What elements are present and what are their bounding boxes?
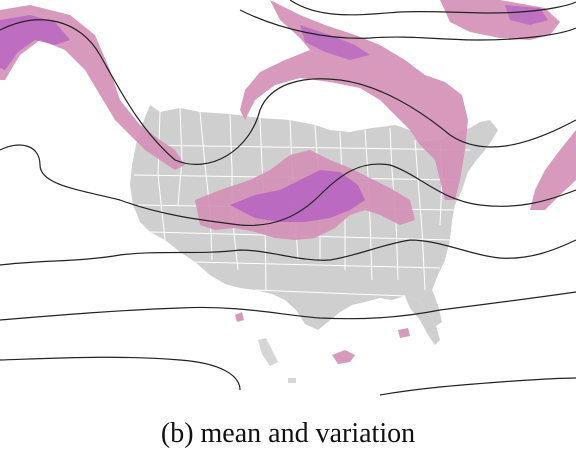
variation-core-north [300, 25, 370, 60]
variation-band-west [0, 5, 185, 170]
contour-3 [289, 0, 576, 16]
variation-layer [0, 0, 576, 364]
contour-lines [0, 0, 576, 396]
variation-blob-southeast [398, 328, 410, 338]
contour-2 [239, 9, 576, 41]
contour-6 [0, 291, 576, 321]
variation-blob-south [332, 350, 355, 364]
island-1 [258, 338, 278, 366]
contour-8 [379, 377, 576, 396]
variation-band-north [240, 0, 468, 200]
contour-4 [0, 144, 576, 227]
weather-map [0, 0, 576, 396]
figure-caption: (b) mean and variation [160, 418, 416, 449]
variation-blob-west-coast [235, 312, 244, 322]
contour-7 [0, 356, 241, 391]
variation-core-central [230, 170, 365, 222]
island-2 [288, 378, 296, 383]
contour-1 [0, 19, 576, 165]
variation-band-east [530, 130, 576, 210]
florida-peninsula [405, 296, 440, 345]
contour-5 [0, 239, 576, 266]
variation-core-west [0, 15, 70, 70]
